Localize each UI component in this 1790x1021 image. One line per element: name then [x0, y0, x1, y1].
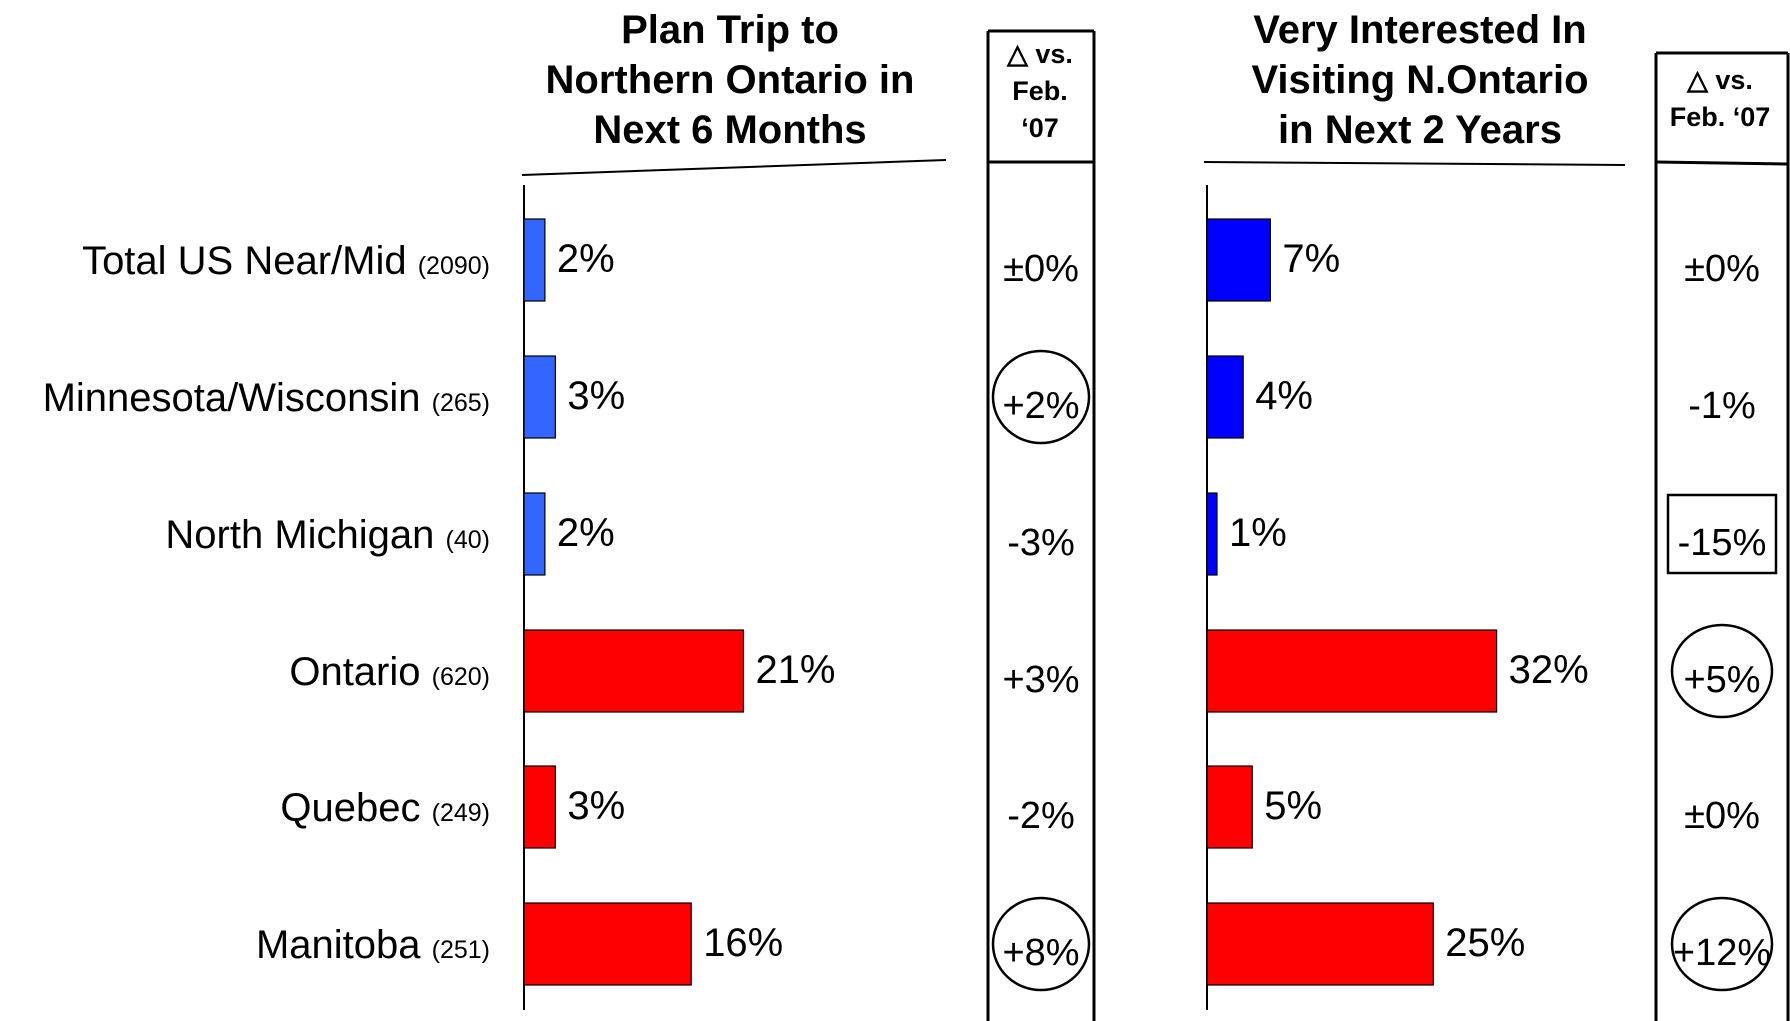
change-highlight-circle	[1670, 896, 1774, 992]
right-title-line-2: Visiting N.Ontario	[1251, 58, 1589, 102]
sample-size: (40)	[446, 526, 490, 554]
right-change-header-line-2: Feb. ‘07	[1669, 102, 1771, 132]
bar-value-label: 2%	[557, 237, 615, 281]
category-name: Quebec	[280, 786, 431, 830]
bar-value-label: 7%	[1282, 237, 1340, 281]
change-value: +8%	[1002, 932, 1079, 974]
right-title-line-1: Very Interested In	[1253, 8, 1587, 52]
left-change-header: △ vs. Feb. ‘07	[988, 36, 1092, 147]
change-value: +5%	[1683, 659, 1760, 701]
bar-value-label: 5%	[1264, 784, 1322, 828]
left-change-header-line-1: △ vs.	[1007, 39, 1073, 69]
right-chart-title: Very Interested In Visiting N.Ontario in…	[1190, 5, 1650, 155]
sample-size: (2090)	[418, 252, 490, 280]
right-change-header: △ vs. Feb. ‘07	[1650, 62, 1790, 136]
category-label: Ontario (620)	[289, 650, 490, 694]
bar	[1206, 765, 1253, 849]
change-value: +12%	[1673, 932, 1771, 974]
bar-value-label: 1%	[1229, 511, 1287, 555]
change-highlight-box	[1666, 493, 1778, 575]
left-title-line-1: Plan Trip to	[621, 8, 839, 52]
change-value: ±0%	[1684, 795, 1760, 837]
change-highlight-circle	[1670, 623, 1774, 719]
bar	[1206, 629, 1498, 713]
change-highlight-circle	[991, 349, 1091, 445]
bar	[1206, 492, 1218, 576]
bar-value-label: 3%	[567, 784, 625, 828]
change-value: -3%	[1007, 522, 1075, 564]
category-name: Minnesota/Wisconsin	[43, 376, 432, 420]
bar-value-label: 16%	[703, 921, 783, 965]
bar	[1206, 355, 1244, 439]
sample-size: (249)	[432, 799, 490, 827]
right-title-line-3: in Next 2 Years	[1278, 108, 1562, 152]
right-change-header-line-1: △ vs.	[1687, 65, 1753, 95]
change-value: +2%	[1002, 385, 1079, 427]
left-title-line-3: Next 6 Months	[593, 108, 867, 152]
bar	[523, 902, 692, 986]
left-title-line-2: Northern Ontario in	[545, 58, 915, 102]
sample-size: (265)	[432, 389, 490, 417]
left-change-header-line-3: ‘07	[1021, 113, 1059, 143]
category-label: Minnesota/Wisconsin (265)	[43, 376, 490, 420]
category-name: North Michigan	[165, 513, 445, 557]
bar	[523, 492, 546, 576]
category-name: Total US Near/Mid	[82, 239, 418, 283]
sample-size: (620)	[432, 663, 490, 691]
bar-value-label: 3%	[567, 374, 625, 418]
category-label: Total US Near/Mid (2090)	[82, 239, 490, 283]
change-value: -1%	[1688, 385, 1756, 427]
bar-value-label: 25%	[1445, 921, 1525, 965]
bar	[1206, 218, 1271, 302]
category-name: Ontario	[289, 650, 431, 694]
category-label: North Michigan (40)	[165, 513, 490, 557]
change-value: -15%	[1678, 522, 1767, 564]
bar	[523, 629, 745, 713]
category-label: Manitoba (251)	[256, 923, 490, 967]
bar-value-label: 32%	[1509, 648, 1589, 692]
right-change-header-divider	[1655, 160, 1789, 166]
category-name: Manitoba	[256, 923, 432, 967]
change-highlight-circle	[991, 896, 1091, 992]
change-value: ±0%	[1003, 248, 1079, 290]
change-value: ±0%	[1684, 248, 1760, 290]
bar	[523, 355, 556, 439]
change-value: +3%	[1002, 659, 1079, 701]
bar	[523, 765, 556, 849]
bar-value-label: 4%	[1255, 374, 1313, 418]
sample-size: (251)	[432, 936, 490, 964]
bar	[1206, 902, 1434, 986]
change-value: -2%	[1007, 795, 1075, 837]
bar	[523, 218, 546, 302]
right-title-underline	[1203, 161, 1626, 166]
left-title-underline	[521, 159, 947, 176]
left-chart-title: Plan Trip to Northern Ontario in Next 6 …	[500, 5, 960, 155]
category-label: Quebec (249)	[280, 786, 490, 830]
bar-value-label: 2%	[557, 511, 615, 555]
left-change-header-line-2: Feb.	[1012, 76, 1068, 106]
bar-value-label: 21%	[755, 648, 835, 692]
